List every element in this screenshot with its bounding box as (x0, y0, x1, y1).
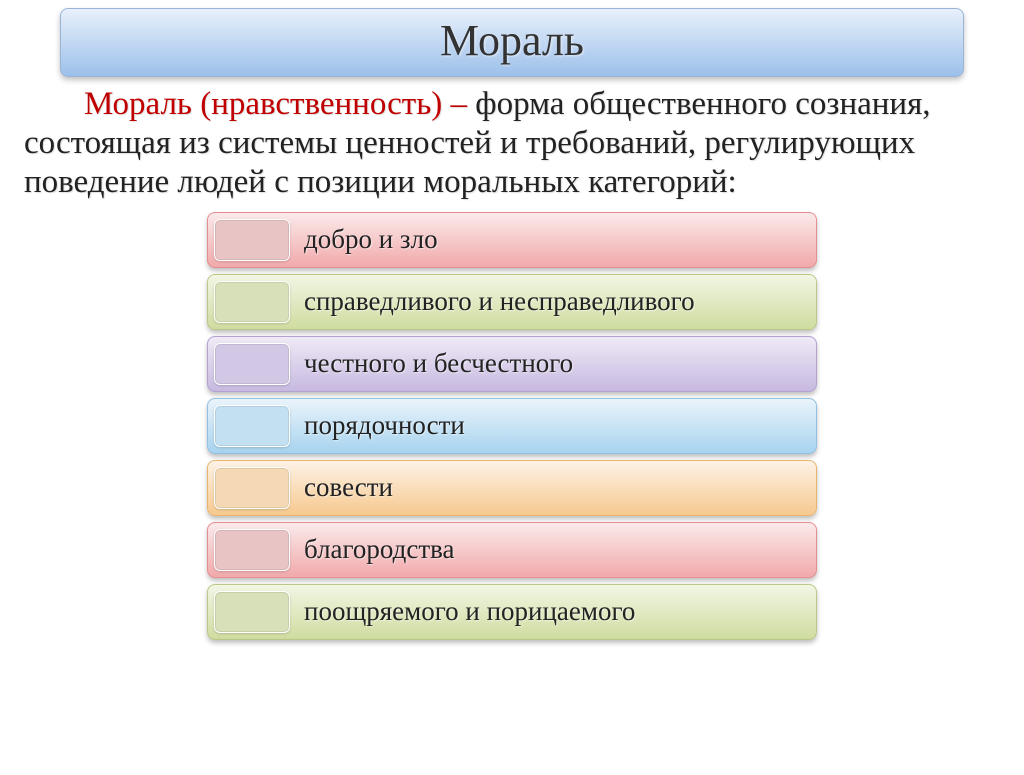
list-item: добро и зло (207, 212, 817, 268)
page-title: Мораль (440, 16, 584, 65)
list-item: справедливого и несправедливого (207, 274, 817, 330)
definition-lead: Мораль (нравственность) – (84, 86, 475, 122)
list-item-label: благородства (304, 534, 455, 565)
list-item-label: совести (304, 472, 393, 503)
swatch-icon (214, 281, 290, 323)
list-item-label: добро и зло (304, 224, 438, 255)
definition-paragraph: Мораль (нравственность) – форма обществе… (24, 85, 1000, 202)
list-item: поощряемого и порицаемого (207, 584, 817, 640)
swatch-icon (214, 405, 290, 447)
swatch-icon (214, 591, 290, 633)
list-item: честного и бесчестного (207, 336, 817, 392)
list-item: благородства (207, 522, 817, 578)
swatch-icon (214, 219, 290, 261)
swatch-icon (214, 529, 290, 571)
list-item-label: справедливого и несправедливого (304, 286, 695, 317)
list-item: совести (207, 460, 817, 516)
list-item-label: поощряемого и порицаемого (304, 596, 635, 627)
swatch-icon (214, 343, 290, 385)
categories-list: добро и зло справедливого и несправедливо… (207, 212, 817, 640)
list-item: порядочности (207, 398, 817, 454)
swatch-icon (214, 467, 290, 509)
title-banner: Мораль (60, 8, 964, 77)
list-item-label: порядочности (304, 410, 465, 441)
list-item-label: честного и бесчестного (304, 348, 573, 379)
